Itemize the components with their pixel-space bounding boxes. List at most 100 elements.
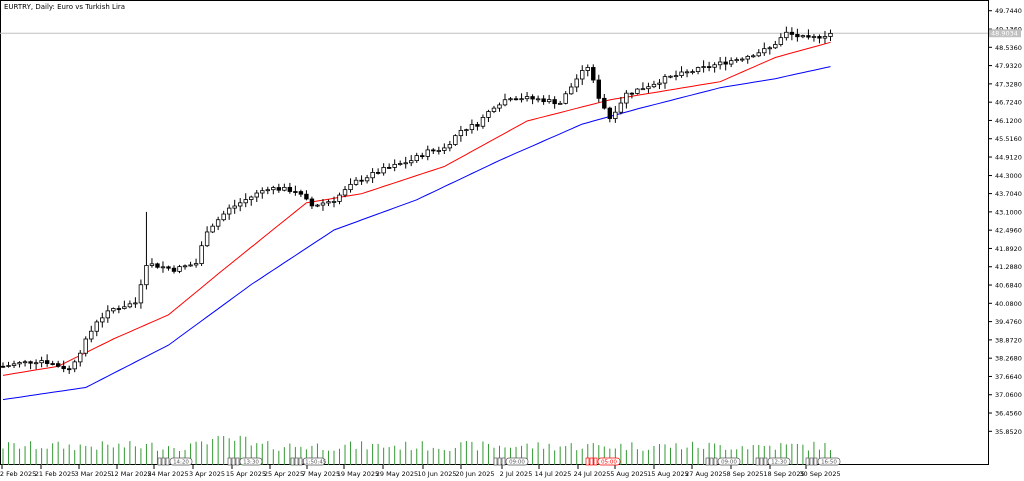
candle xyxy=(149,258,155,268)
event-marker[interactable]: 14:20 xyxy=(157,457,193,466)
candle xyxy=(254,189,259,203)
x-tick-label: 21 Feb 2025 xyxy=(35,470,75,478)
candle xyxy=(392,159,397,172)
candle xyxy=(657,79,662,90)
candle xyxy=(260,187,265,199)
candle xyxy=(0,362,6,368)
candle xyxy=(304,190,309,201)
y-tick-label: 46.1200 xyxy=(995,117,1022,125)
y-tick-label: 49.7440 xyxy=(995,7,1022,15)
candle xyxy=(28,360,33,370)
candle xyxy=(171,265,177,274)
candle xyxy=(83,336,88,357)
candle xyxy=(199,241,204,266)
candle xyxy=(767,46,773,55)
candle xyxy=(138,279,144,309)
candle xyxy=(469,119,475,134)
event-marker[interactable]: 05:00 xyxy=(585,457,621,466)
x-tick-label: 5 Aug 2025 xyxy=(610,470,648,478)
y-tick-label: 39.4760 xyxy=(995,318,1022,326)
candle xyxy=(828,29,833,42)
y-tick-label: 43.7040 xyxy=(995,190,1022,198)
price-label-text: 48.9034 xyxy=(991,30,1018,38)
candle xyxy=(546,94,552,104)
candle xyxy=(94,319,99,337)
candle xyxy=(17,361,22,368)
y-tick-label: 36.4560 xyxy=(995,410,1022,418)
candle xyxy=(342,186,348,198)
candle xyxy=(502,93,508,107)
event-marker-label: 09:00 xyxy=(721,460,737,466)
x-tick-label: 2 Jul 2025 xyxy=(500,470,533,478)
candle xyxy=(348,178,353,193)
candle xyxy=(353,177,359,186)
candle xyxy=(706,61,712,72)
candle xyxy=(563,91,568,105)
candle xyxy=(414,152,419,163)
event-marker-label: 11:50:45 xyxy=(302,460,327,466)
candle xyxy=(695,66,701,75)
event-marker-label: 12:30 xyxy=(771,460,787,466)
x-tick-label: 14 Jul 2025 xyxy=(535,470,572,478)
chart-frame xyxy=(0,0,989,465)
candle xyxy=(480,114,486,129)
candle xyxy=(806,29,811,40)
x-tick-label: 19 May 2025 xyxy=(337,470,379,478)
x-tick-label: 12 Mar 2025 xyxy=(110,470,151,478)
event-marker[interactable]: 16:50 xyxy=(805,457,841,466)
candle xyxy=(155,262,160,269)
y-tick-label: 40.6840 xyxy=(995,282,1022,290)
candle xyxy=(276,183,282,193)
candle xyxy=(618,96,624,115)
candle xyxy=(105,305,111,323)
candle xyxy=(613,105,618,123)
candle xyxy=(293,185,298,196)
candle xyxy=(375,168,381,175)
candle xyxy=(728,57,734,68)
candle xyxy=(309,196,315,209)
candle xyxy=(569,83,574,95)
candle xyxy=(287,182,293,194)
candle xyxy=(811,34,817,42)
y-tick-label: 37.0600 xyxy=(995,391,1022,399)
candle xyxy=(100,312,105,328)
event-marker[interactable]: 09:00 xyxy=(705,457,741,466)
candle xyxy=(684,69,690,78)
y-tick-label: 48.5360 xyxy=(995,44,1022,52)
candle xyxy=(519,93,524,103)
candle xyxy=(447,140,453,152)
candle xyxy=(734,57,739,63)
candle xyxy=(188,261,193,267)
x-tick-label: 29 May 2025 xyxy=(376,470,418,478)
candle xyxy=(535,95,541,103)
candle xyxy=(591,64,596,84)
y-tick-label: 35.8520 xyxy=(995,428,1022,436)
candle xyxy=(66,365,72,374)
candle xyxy=(596,74,601,103)
candle xyxy=(50,360,55,366)
x-tick-label: 12 Feb 2025 xyxy=(0,470,36,478)
candle xyxy=(420,152,425,160)
y-tick-label: 42.4960 xyxy=(995,227,1022,235)
candle xyxy=(690,69,695,75)
candle xyxy=(166,265,171,271)
candle xyxy=(11,360,17,368)
y-tick-label: 46.7240 xyxy=(995,99,1022,107)
candle xyxy=(55,360,61,368)
event-marker[interactable]: 12:30 xyxy=(755,457,791,466)
event-marker[interactable]: 13:30 xyxy=(227,457,263,466)
candle xyxy=(491,105,497,114)
candle xyxy=(717,57,723,70)
candle xyxy=(629,92,635,99)
event-marker[interactable]: 11:50:45 xyxy=(290,457,327,466)
y-tick-label: 43.1000 xyxy=(995,208,1022,216)
candle xyxy=(497,102,502,112)
event-marker[interactable]: 09:00 xyxy=(493,457,529,466)
candle xyxy=(635,88,640,95)
candle xyxy=(486,109,491,123)
candle xyxy=(381,163,386,176)
x-tick-label: 15 Aug 2025 xyxy=(647,470,689,478)
candle xyxy=(226,204,232,220)
candle xyxy=(762,42,767,56)
